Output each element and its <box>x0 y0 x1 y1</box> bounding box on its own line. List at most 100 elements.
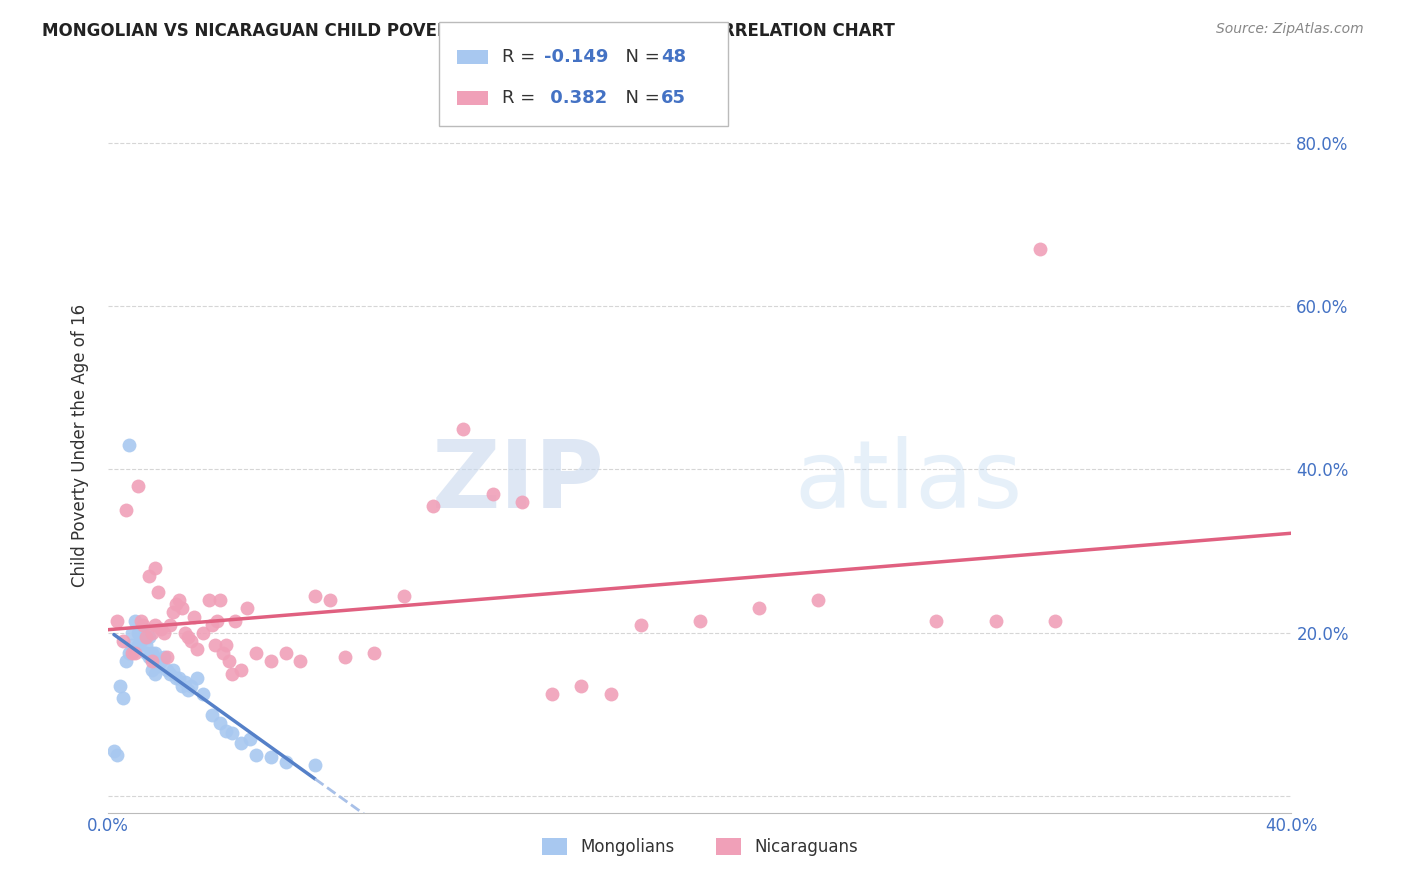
Point <box>167 593 190 607</box>
Point <box>215 638 238 652</box>
Point <box>153 650 176 665</box>
Point <box>231 663 253 677</box>
Point <box>129 614 152 628</box>
Point <box>153 625 176 640</box>
Point <box>170 679 193 693</box>
Point <box>129 634 152 648</box>
Point <box>174 674 197 689</box>
Point <box>186 642 208 657</box>
Point <box>274 755 297 769</box>
Point <box>111 634 134 648</box>
Point <box>274 646 297 660</box>
Point <box>138 568 160 582</box>
Point <box>143 666 166 681</box>
Point <box>191 625 214 640</box>
Point <box>180 679 202 693</box>
Point <box>304 589 326 603</box>
Point <box>159 666 181 681</box>
Point <box>103 744 125 758</box>
Point <box>135 638 157 652</box>
Point <box>105 748 128 763</box>
Text: N =: N = <box>614 48 666 66</box>
Point <box>159 617 181 632</box>
Point <box>165 671 187 685</box>
Point <box>143 560 166 574</box>
Y-axis label: Child Poverty Under the Age of 16: Child Poverty Under the Age of 16 <box>72 303 89 587</box>
Point <box>260 655 283 669</box>
Point <box>177 683 200 698</box>
Point <box>162 606 184 620</box>
Point <box>392 589 415 603</box>
Point <box>186 671 208 685</box>
Point <box>138 650 160 665</box>
Point <box>156 650 179 665</box>
Point <box>118 646 141 660</box>
Point <box>141 655 163 669</box>
Point <box>114 655 136 669</box>
Point <box>209 715 232 730</box>
Point <box>600 687 623 701</box>
Point <box>121 625 143 640</box>
Point <box>231 736 253 750</box>
Point <box>111 691 134 706</box>
Point <box>121 638 143 652</box>
Point <box>319 593 342 607</box>
Point <box>363 646 385 660</box>
Text: atlas: atlas <box>794 436 1022 528</box>
Point <box>150 622 173 636</box>
Point <box>148 585 170 599</box>
Point <box>209 593 232 607</box>
Point <box>197 593 219 607</box>
Point <box>118 438 141 452</box>
Legend: Mongolians, Nicaraguans: Mongolians, Nicaraguans <box>534 831 865 863</box>
Point <box>167 671 190 685</box>
Point <box>510 495 533 509</box>
Point <box>180 634 202 648</box>
Text: 0.382: 0.382 <box>544 89 607 107</box>
Point <box>191 687 214 701</box>
Point <box>127 625 149 640</box>
Point <box>170 601 193 615</box>
Text: R =: R = <box>502 48 541 66</box>
Point <box>165 597 187 611</box>
Point <box>200 707 222 722</box>
Point <box>245 646 267 660</box>
Point <box>114 503 136 517</box>
Point <box>807 593 830 607</box>
Point <box>260 750 283 764</box>
Point <box>135 646 157 660</box>
Text: R =: R = <box>502 89 541 107</box>
Point <box>221 666 243 681</box>
Point <box>239 732 262 747</box>
Point <box>183 609 205 624</box>
Point <box>156 663 179 677</box>
Point <box>221 725 243 739</box>
Point <box>127 479 149 493</box>
Point <box>143 617 166 632</box>
Point <box>132 622 155 636</box>
Point <box>451 422 474 436</box>
Text: -0.149: -0.149 <box>544 48 609 66</box>
Point <box>481 487 503 501</box>
Point <box>141 663 163 677</box>
Point <box>333 650 356 665</box>
Text: ZIP: ZIP <box>432 436 605 528</box>
Point <box>127 638 149 652</box>
Text: 65: 65 <box>661 89 686 107</box>
Point <box>218 655 240 669</box>
Point <box>245 748 267 763</box>
Point <box>148 658 170 673</box>
Point <box>207 614 229 628</box>
Text: N =: N = <box>614 89 666 107</box>
Text: Source: ZipAtlas.com: Source: ZipAtlas.com <box>1216 22 1364 37</box>
Point <box>124 614 146 628</box>
Point <box>162 663 184 677</box>
Point <box>1029 242 1052 256</box>
Point <box>748 601 770 615</box>
Point <box>630 617 652 632</box>
Point <box>132 617 155 632</box>
Point <box>540 687 562 701</box>
Point <box>138 630 160 644</box>
Point <box>215 723 238 738</box>
Point <box>925 614 948 628</box>
